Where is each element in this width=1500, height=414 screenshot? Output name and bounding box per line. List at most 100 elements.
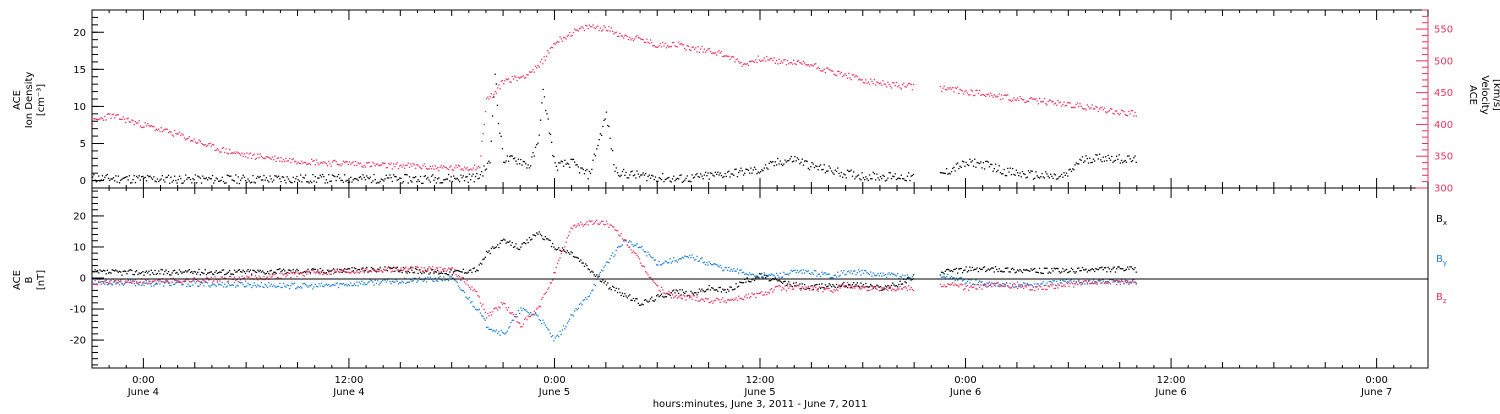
velocity-point [151, 125, 154, 128]
bx-point [645, 299, 647, 301]
density-point [158, 180, 160, 183]
bx-point [450, 269, 452, 271]
bz-point [1010, 287, 1013, 289]
velocity-point [247, 157, 249, 159]
bz-point [348, 272, 351, 274]
bx-point [1007, 267, 1009, 269]
velocity-point [150, 125, 152, 127]
velocity-point [1098, 108, 1101, 110]
density-point [752, 169, 754, 171]
by-point [702, 262, 704, 264]
bx-point [548, 239, 550, 241]
velocity-point [757, 55, 759, 57]
bz-point [359, 270, 362, 273]
bz-point [308, 270, 310, 272]
by-point [308, 285, 310, 287]
density-point [643, 174, 646, 176]
density-point [949, 173, 951, 175]
bx-point [326, 269, 329, 271]
density-point [985, 160, 987, 163]
bx-point [899, 280, 901, 282]
velocity-point [802, 60, 805, 62]
by-point [303, 282, 305, 284]
by-point [539, 320, 542, 322]
bz-point [1113, 281, 1115, 283]
density-point [1001, 173, 1003, 175]
by-point [553, 340, 555, 342]
bz-point [347, 271, 349, 273]
bx-point [500, 239, 502, 242]
velocity-point [942, 87, 944, 89]
bx-point [944, 270, 946, 272]
velocity-point [115, 114, 117, 116]
by-point [451, 277, 453, 279]
velocity-point [1063, 101, 1065, 103]
legend-by: By [1436, 254, 1447, 267]
velocity-point [520, 76, 522, 78]
x-tick-date-label: June 7 [1360, 387, 1392, 398]
velocity-point [537, 65, 539, 67]
density-point [906, 175, 909, 177]
velocity-point [746, 63, 748, 65]
bz-point [725, 302, 727, 304]
density-point [369, 176, 371, 178]
density-point [238, 182, 241, 185]
density-point [443, 179, 445, 181]
top-right-axis-label-1: ACE [1467, 85, 1478, 105]
bx-point [114, 270, 116, 272]
velocity-point [1046, 104, 1048, 106]
bx-point [531, 238, 533, 240]
density-point [667, 177, 669, 179]
by-point [194, 282, 197, 284]
density-point [219, 180, 221, 182]
velocity-point [800, 62, 802, 64]
density-point [794, 155, 796, 158]
bx-point [246, 270, 248, 272]
bx-point [389, 267, 391, 269]
by-point [161, 281, 163, 283]
density-point [483, 165, 485, 167]
velocity-point [276, 157, 278, 159]
density-point [1020, 176, 1022, 178]
density-point [1112, 161, 1114, 163]
bx-point [1091, 268, 1093, 270]
velocity-point [578, 28, 581, 30]
bz-point [304, 270, 307, 273]
by-point [112, 281, 115, 283]
density-point [271, 181, 274, 183]
by-point [800, 269, 802, 271]
velocity-point [143, 126, 145, 128]
bz-point [703, 300, 705, 302]
by-point [1025, 284, 1027, 286]
by-point [335, 282, 337, 285]
velocity-point [788, 63, 790, 65]
by-point [1129, 282, 1131, 284]
density-point [536, 144, 538, 146]
density-point [93, 174, 95, 176]
bz-point [151, 280, 154, 282]
bz-point [523, 318, 526, 320]
bz-point [1119, 281, 1121, 283]
density-point [832, 172, 834, 174]
bx-point [586, 264, 588, 267]
velocity-point [110, 117, 112, 119]
density-point [1008, 171, 1010, 173]
by-point [1002, 282, 1004, 285]
bz-point [488, 315, 490, 317]
velocity-point [177, 133, 179, 135]
bz-point [645, 271, 647, 273]
velocity-point [516, 79, 518, 82]
bz-point [846, 282, 849, 284]
bx-point [222, 269, 225, 271]
by-point [616, 246, 619, 249]
bx-point [138, 272, 140, 274]
velocity-point [843, 74, 845, 76]
by-point [145, 280, 148, 282]
bx-point [170, 274, 172, 276]
by-point [970, 279, 972, 281]
bx-point [490, 247, 493, 250]
by-point [309, 285, 312, 287]
velocity-point [363, 164, 365, 167]
density-point [602, 125, 604, 128]
by-point [472, 305, 474, 307]
